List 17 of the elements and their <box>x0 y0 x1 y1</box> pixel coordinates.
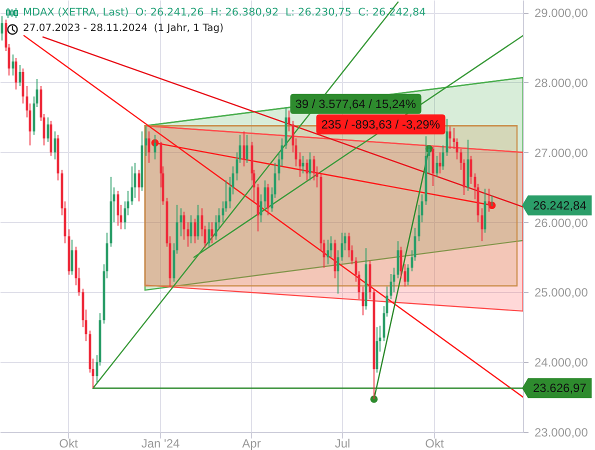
x-tick-label: Jul <box>334 436 350 450</box>
y-tick-label: 23.000,00 <box>534 426 588 440</box>
annotation: 26.242,84 <box>533 198 587 212</box>
y-tick-label: 25.000,00 <box>534 286 588 300</box>
y-tick-label: 26.000,00 <box>534 216 588 230</box>
x-tick-label: Okt <box>59 436 78 450</box>
series-label: 23.626,97 <box>533 381 587 396</box>
y-tick-label: 27.000,00 <box>534 146 588 160</box>
text: 235 / -893,63 / -3,29% <box>321 117 440 132</box>
y-tick-label: 29.000,00 <box>534 6 588 20</box>
y-tick-label: 28.000,00 <box>534 76 588 90</box>
text: 27.07.2023 - 28.11.2024 (1 Jahr, 1 Tag) <box>23 23 224 34</box>
y-tick-label: 24.000,00 <box>534 356 588 370</box>
x-tick-label: Jan '24 <box>141 436 180 450</box>
x-tick-label: Okt <box>425 436 444 450</box>
x-tick-label: Apr <box>242 436 261 450</box>
text: 39 / 3.577,64 / 15,24% <box>295 96 416 111</box>
